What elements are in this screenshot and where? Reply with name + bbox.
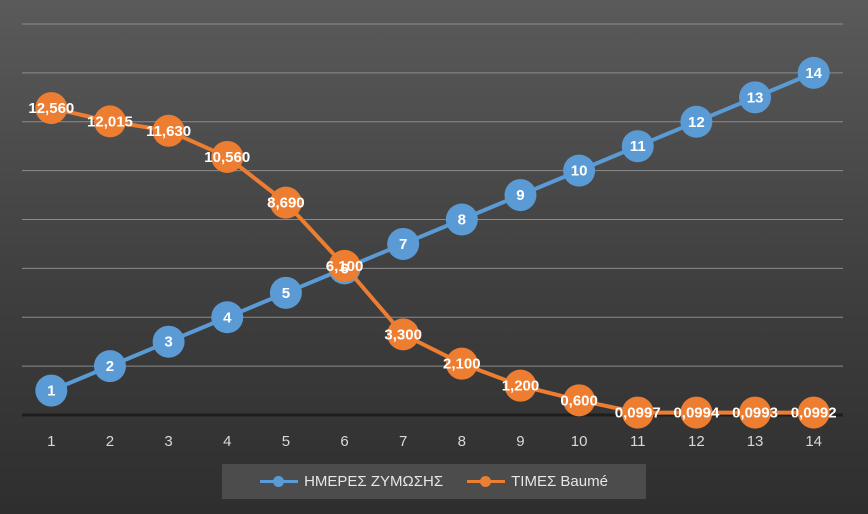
data-label: 10 — [571, 163, 588, 180]
data-point — [93, 105, 126, 138]
legend: ΗΜΕΡΕΣ ΖΥΜΩΣΗΣ ΤΙΜΕΣ Baumé — [222, 464, 646, 499]
data-label: 4 — [223, 309, 232, 326]
data-point — [680, 396, 713, 429]
data-label: 13 — [747, 89, 764, 106]
data-label: 12,560 — [28, 100, 74, 117]
data-point — [152, 114, 185, 147]
x-tick-label: 7 — [399, 433, 407, 450]
data-label: 6,100 — [326, 258, 364, 275]
data-label: 2,100 — [443, 356, 481, 373]
data-label: 0,0993 — [732, 405, 778, 422]
data-point — [269, 186, 302, 219]
data-label: 10,560 — [204, 149, 250, 166]
data-point — [328, 249, 361, 282]
data-label: 5 — [282, 285, 290, 302]
data-label: 1 — [47, 383, 55, 400]
x-tick-label: 1 — [47, 433, 55, 450]
data-label: 12,015 — [87, 113, 133, 130]
x-tick-label: 2 — [106, 433, 114, 450]
data-point — [680, 105, 713, 138]
data-label: 0,600 — [560, 392, 598, 409]
data-label: 6 — [340, 260, 348, 277]
data-point — [211, 301, 244, 334]
legend-swatch-series-1 — [260, 475, 299, 489]
x-tick-label: 6 — [340, 433, 348, 450]
data-point — [563, 384, 596, 417]
data-label: 3 — [164, 334, 172, 351]
data-point — [739, 396, 772, 429]
series-layer: 123456789101112131412,56012,01511,63010,… — [28, 56, 837, 429]
x-tick-label: 4 — [223, 433, 231, 450]
x-tick-labels: 1 2 3 4 5 6 7 8 9 10 11 12 13 14 — [47, 433, 822, 450]
data-label: 8,690 — [267, 195, 305, 212]
data-label: 14 — [805, 65, 822, 82]
data-point — [504, 179, 537, 212]
x-tick-label: 3 — [164, 433, 172, 450]
legend-item-series-1: ΗΜΕΡΕΣ ΖΥΜΩΣΗΣ — [260, 473, 443, 490]
data-point — [211, 140, 244, 173]
data-point — [621, 130, 654, 163]
data-point — [739, 81, 772, 114]
data-label: 11,630 — [146, 123, 191, 140]
data-point — [797, 56, 830, 89]
x-tick-label: 10 — [571, 433, 588, 450]
x-tick-label: 9 — [516, 433, 524, 450]
legend-item-series-2: ΤΙΜΕΣ Baumé — [467, 473, 608, 490]
series-1 — [35, 56, 830, 407]
legend-label-series-1: ΗΜΕΡΕΣ ΖΥΜΩΣΗΣ — [304, 473, 444, 490]
data-point — [269, 276, 302, 309]
data-label: 1,200 — [502, 378, 540, 395]
data-point — [152, 325, 185, 358]
data-point — [387, 227, 420, 260]
x-tick-label: 5 — [282, 433, 290, 450]
data-point — [797, 396, 830, 429]
data-point — [35, 92, 68, 125]
data-point — [621, 396, 654, 429]
data-label: 11 — [630, 138, 646, 155]
data-labels-series-2: 12,560 12,015 11,630 10,560 8,690 6,100 3,300 2… — [28, 100, 836, 422]
data-label: 3,300 — [384, 326, 422, 343]
data-label: 7 — [399, 236, 407, 253]
legend-label-series-2: ΤΙΜΕΣ Baumé — [511, 473, 608, 490]
data-label: 12 — [688, 114, 705, 131]
data-point — [504, 369, 537, 402]
data-point — [563, 154, 596, 187]
x-tick-label: 14 — [805, 433, 822, 450]
x-tick-label: 12 — [688, 433, 705, 450]
series-line — [50, 106, 814, 415]
x-tick-label: 13 — [747, 433, 764, 450]
data-point — [445, 203, 478, 236]
x-tick-label: 11 — [630, 433, 646, 450]
data-point — [445, 347, 478, 380]
data-point — [387, 318, 420, 351]
x-tick-label: 8 — [458, 433, 466, 450]
legend-swatch-series-2 — [467, 475, 506, 489]
data-label: 0,0994 — [673, 405, 720, 422]
data-label: 9 — [516, 187, 524, 204]
series-2 — [35, 92, 830, 429]
data-point — [35, 374, 68, 407]
data-label: 8 — [458, 212, 466, 229]
data-label: 2 — [106, 358, 114, 375]
data-label: 0,0997 — [615, 405, 661, 422]
data-label: 0,0992 — [791, 405, 837, 422]
data-point — [93, 350, 126, 383]
grid-lines — [22, 23, 843, 417]
